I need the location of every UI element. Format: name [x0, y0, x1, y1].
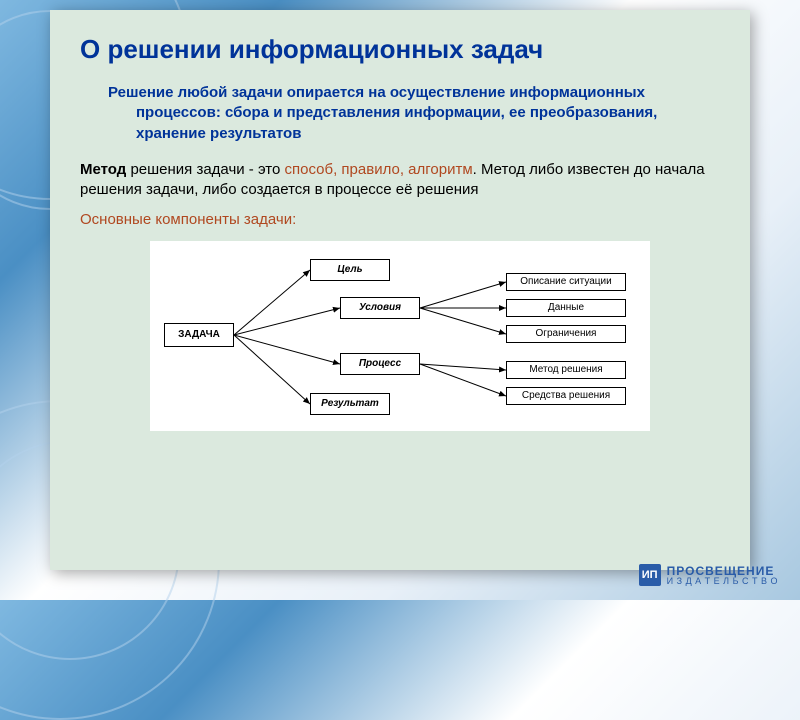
logo-mark: ИП	[639, 564, 661, 586]
leaf-node: Описание ситуации	[506, 273, 626, 291]
logo-brand: ПРОСВЕЩЕНИЕ	[667, 565, 778, 577]
method-highlight: способ, правило, алгоритм	[285, 161, 473, 178]
node-cond: Условия	[340, 297, 420, 319]
publisher-logo: ИП ПРОСВЕЩЕНИЕ И З Д А Т Е Л Ь С Т В О	[639, 564, 778, 586]
leaf-node: Ограничения	[506, 325, 626, 343]
diagram-container: ЗАДАЧА Цель Условия Процесс Результат Описа…	[80, 241, 720, 431]
method-text-1: решения задачи - это	[126, 161, 284, 178]
components-label: Основные компоненты задачи:	[80, 210, 720, 230]
logo-text: ПРОСВЕЩЕНИЕ И З Д А Т Е Л Ь С Т В О	[667, 565, 778, 586]
slide: О решении информационных задач Решение л…	[50, 10, 750, 570]
method-prefix: Метод	[80, 161, 126, 178]
leaf-node: Метод решения	[506, 361, 626, 379]
node-res: Результат	[310, 393, 390, 415]
node-proc: Процесс	[340, 353, 420, 375]
node-goal: Цель	[310, 259, 390, 281]
intro-text: Решение любой задачи опирается на осущес…	[108, 83, 720, 144]
leaf-node: Средства решения	[506, 387, 626, 405]
task-diagram: ЗАДАЧА Цель Условия Процесс Результат Описа…	[150, 241, 650, 431]
logo-sub: И З Д А Т Е Л Ь С Т В О	[667, 577, 778, 586]
slide-title: О решении информационных задач	[80, 34, 720, 65]
leaf-node: Данные	[506, 299, 626, 317]
method-paragraph: Метод решения задачи - это способ, прави…	[80, 160, 720, 201]
node-root: ЗАДАЧА	[164, 323, 234, 347]
